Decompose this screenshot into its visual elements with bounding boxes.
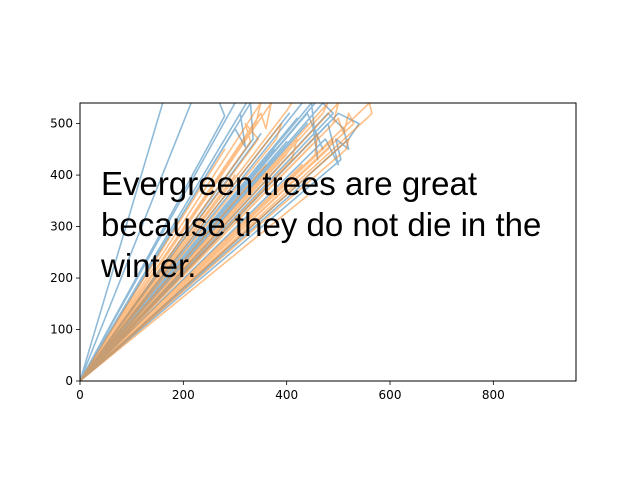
x-tick-label: 0 — [76, 388, 84, 402]
x-tick-label: 600 — [379, 388, 402, 402]
plot-frame — [79, 102, 577, 382]
x-axis: 0 200 400 600 800 — [76, 381, 505, 402]
x-tick-label: 800 — [482, 388, 505, 402]
y-tick-label: 100 — [50, 323, 73, 337]
chart-annotation: Evergreen trees are great because they d… — [101, 165, 542, 284]
series-layer — [80, 103, 373, 381]
y-tick-label: 400 — [50, 168, 73, 182]
y-tick-label: 0 — [65, 374, 73, 388]
y-tick-label: 300 — [50, 220, 73, 234]
x-tick-label: 400 — [275, 388, 298, 402]
x-tick-label: 200 — [172, 388, 195, 402]
y-tick-label: 500 — [50, 117, 73, 131]
series-line-0 — [80, 103, 360, 381]
y-axis: 0 100 200 300 400 500 — [50, 117, 80, 388]
series-line-1 — [80, 103, 373, 381]
y-tick-label: 200 — [50, 271, 73, 285]
